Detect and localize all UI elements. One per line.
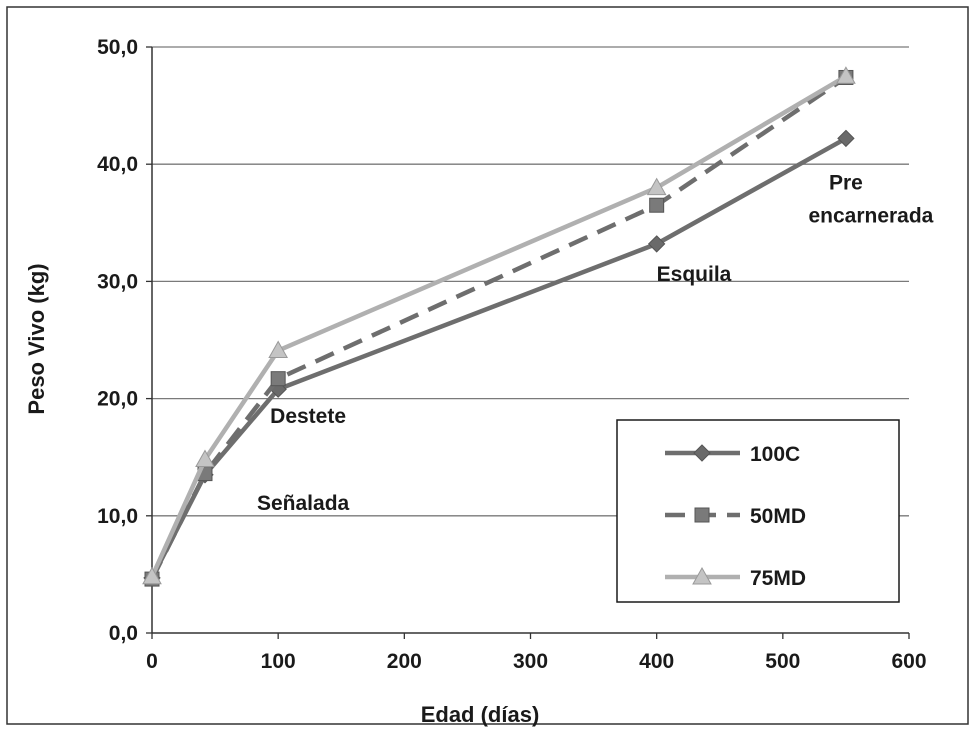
data-point-75MD-2 bbox=[268, 340, 289, 359]
legend-marker-100C bbox=[693, 444, 711, 462]
data-point-75MD-0 bbox=[142, 566, 162, 585]
legend: 100C 50MD 75MD bbox=[616, 419, 900, 603]
annotation-label: encarnerada bbox=[808, 204, 933, 227]
data-point-100C-3 bbox=[647, 235, 666, 253]
series-layer bbox=[142, 66, 856, 587]
y-tick-label: 20,0 bbox=[97, 388, 138, 411]
data-point-100C-4 bbox=[837, 129, 855, 148]
legend-label-50MD: 50MD bbox=[750, 505, 806, 528]
legend-box bbox=[616, 419, 900, 603]
y-tick-label: 50,0 bbox=[97, 36, 138, 59]
legend-marker-75MD bbox=[692, 566, 712, 585]
chart-frame bbox=[6, 6, 969, 725]
legend-label-100C: 100C bbox=[750, 443, 800, 466]
y-tick-label: 30,0 bbox=[97, 270, 138, 293]
y-tick-label: 40,0 bbox=[97, 153, 138, 176]
x-tick-labels: 0 100 200 300 400 500 600 bbox=[146, 650, 926, 673]
data-point-50MD-3 bbox=[649, 197, 665, 213]
x-tick-label: 500 bbox=[765, 650, 800, 673]
annotation-label: Señalada bbox=[257, 492, 350, 515]
x-tick-label: 300 bbox=[513, 650, 548, 673]
data-point-75MD-3 bbox=[646, 177, 667, 196]
data-point-75MD-4 bbox=[836, 66, 856, 84]
annotations: Señalada Destete Esquila Pre encarnerada bbox=[257, 171, 934, 514]
series-75MD bbox=[142, 66, 856, 585]
x-tick-label: 600 bbox=[891, 650, 926, 673]
y-axis-title: Peso Vivo (kg) bbox=[24, 263, 49, 414]
annotation-label: Esquila bbox=[657, 263, 732, 286]
x-tick-label: 400 bbox=[639, 650, 674, 673]
axes bbox=[146, 46, 910, 639]
annotation-label: Destete bbox=[270, 405, 346, 428]
annotation-label: Pre bbox=[829, 171, 863, 194]
x-tick-label: 100 bbox=[261, 650, 296, 673]
data-point-75MD-1 bbox=[195, 449, 215, 468]
x-axis-title: Edad (días) bbox=[421, 702, 540, 727]
x-tick-label: 0 bbox=[146, 650, 158, 673]
data-point-50MD-2 bbox=[270, 371, 286, 387]
y-tick-label: 10,0 bbox=[97, 505, 138, 528]
series-line-50MD bbox=[149, 75, 848, 581]
legend-marker-50MD bbox=[694, 507, 710, 523]
x-tick-label: 200 bbox=[387, 650, 422, 673]
legend-label-75MD: 75MD bbox=[750, 567, 806, 590]
y-tick-label: 0,0 bbox=[109, 622, 138, 645]
y-tick-labels: 0,0 10,0 20,0 30,0 40,0 50,0 bbox=[97, 36, 138, 645]
